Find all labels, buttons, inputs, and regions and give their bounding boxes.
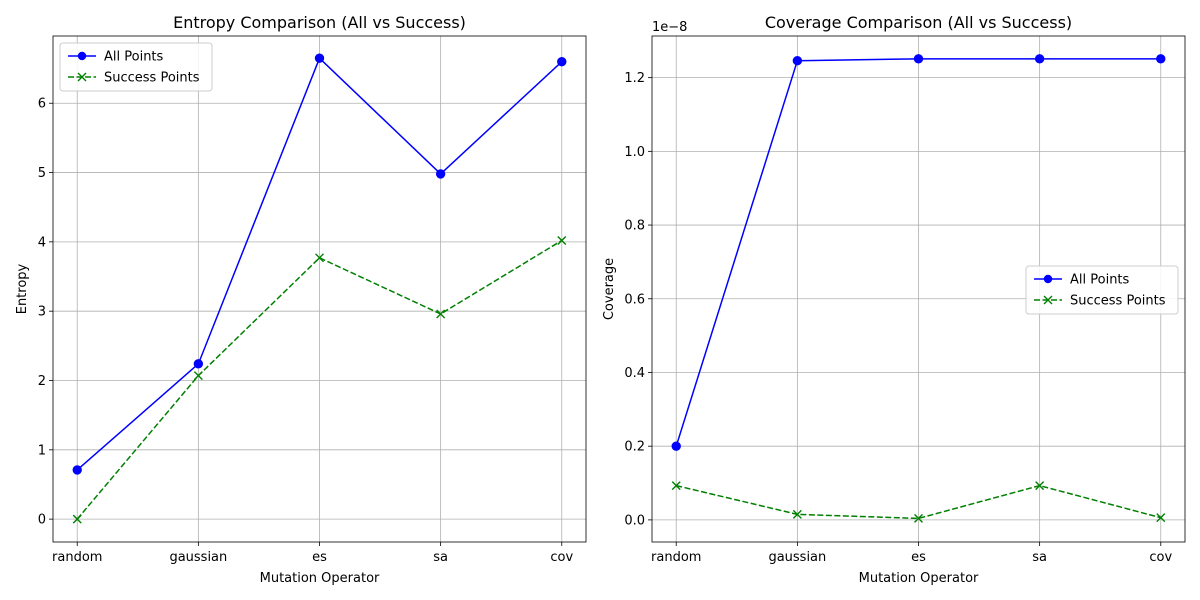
x-axis-label: Mutation Operator	[260, 571, 380, 586]
y-tick-label: 0.0	[624, 513, 645, 528]
legend-box	[59, 42, 213, 92]
data-point	[792, 55, 803, 66]
legend-label: Success Points	[1070, 294, 1166, 309]
data-point	[72, 465, 82, 475]
y-tick-label: 1.0	[624, 145, 645, 160]
legend-label: All Points	[104, 50, 164, 65]
legend-box	[1025, 265, 1179, 315]
x-tick-label: cov	[550, 550, 573, 565]
x-tick-label: cov	[1149, 550, 1172, 565]
data-point	[671, 481, 681, 491]
data-point	[314, 53, 325, 63]
y-tick-label: 3	[38, 305, 46, 320]
chart-title: Entropy Comparison (All vs Success)	[173, 13, 466, 32]
x-tick-label: sa	[1032, 550, 1047, 565]
y-tick-label: 0.6	[624, 292, 645, 307]
data-point	[436, 309, 446, 319]
chart-title: Coverage Comparison (All vs Success)	[765, 13, 1072, 32]
data-point	[193, 359, 204, 369]
y-tick-label: 1	[38, 443, 46, 458]
y-axis-label: Coverage	[602, 258, 617, 320]
y-tick-label: 0.4	[624, 366, 645, 381]
data-point	[557, 56, 567, 67]
data-point	[1156, 54, 1166, 64]
data-point	[1034, 54, 1045, 64]
legend-marker	[77, 51, 87, 61]
series-line-success-points	[76, 239, 563, 520]
x-tick-label: gaussian	[169, 550, 227, 565]
legend-label: All Points	[1070, 273, 1130, 288]
y-tick-label: 1.2	[624, 71, 645, 86]
legend-marker	[77, 72, 87, 82]
legend: All Points Success Points	[1025, 265, 1179, 315]
y-tick-label: 6	[38, 97, 46, 112]
data-point	[557, 235, 567, 245]
entropy-chart: random gaussian es sa cov 0 1 2 3 4 5 6 Entropy Comp…	[15, 13, 587, 586]
data-point	[671, 441, 681, 451]
y-tick-label: 0.2	[624, 440, 645, 455]
data-point	[315, 253, 324, 263]
y-tick-label: 5	[38, 166, 46, 181]
data-point	[913, 54, 924, 64]
x-tick-label: random	[52, 550, 102, 565]
coverage-chart: random gaussian es sa cov 0.0 0.2 0.4 0.6 0.8 1.0 1…	[602, 13, 1186, 586]
axis-offset-text: 1e−8	[652, 20, 687, 35]
data-point	[435, 169, 446, 179]
data-point	[193, 371, 203, 381]
y-tick-label: 2	[38, 374, 46, 389]
y-tick-label: 0.8	[624, 219, 645, 234]
x-axis-label: Mutation Operator	[859, 571, 979, 586]
data-point	[1156, 513, 1166, 523]
x-tick-label: es	[911, 550, 926, 565]
data-point	[72, 514, 82, 524]
data-point	[914, 513, 923, 523]
legend-marker	[1043, 274, 1053, 284]
y-tick-label: 0	[38, 513, 46, 528]
x-tick-label: gaussian	[768, 550, 826, 565]
series-line-success-points	[676, 484, 1161, 520]
legend: All Points Success Points	[59, 42, 213, 92]
legend-label: Success Points	[104, 71, 200, 86]
data-point	[1035, 481, 1045, 491]
x-tick-label: es	[312, 550, 327, 565]
y-tick-label: 4	[38, 235, 46, 250]
data-point	[792, 509, 802, 519]
y-axis-label: Entropy	[15, 263, 30, 314]
x-tick-label: random	[651, 550, 701, 565]
x-tick-label: sa	[433, 550, 448, 565]
legend-marker	[1043, 295, 1053, 305]
